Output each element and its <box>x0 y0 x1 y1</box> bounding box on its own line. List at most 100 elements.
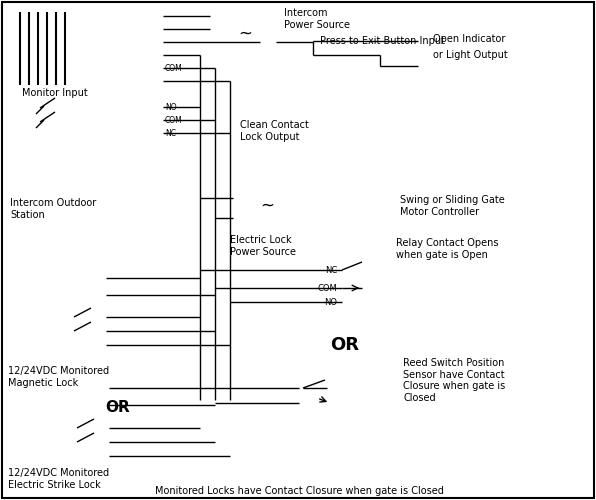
Bar <box>348 358 396 426</box>
Circle shape <box>18 376 26 384</box>
Circle shape <box>126 168 134 175</box>
Text: COM: COM <box>165 64 183 73</box>
Bar <box>75 375 107 417</box>
Text: NC: NC <box>325 266 337 275</box>
Circle shape <box>94 424 101 432</box>
Text: COM: COM <box>165 116 183 125</box>
Circle shape <box>458 106 502 150</box>
Circle shape <box>213 402 218 407</box>
Circle shape <box>197 52 203 58</box>
Circle shape <box>36 132 44 140</box>
Circle shape <box>94 438 101 446</box>
Circle shape <box>311 52 315 58</box>
Circle shape <box>213 292 218 298</box>
Circle shape <box>160 116 166 123</box>
Bar <box>8 5 163 200</box>
Text: NO: NO <box>165 103 176 112</box>
Circle shape <box>311 40 315 44</box>
Text: OR: OR <box>330 336 359 354</box>
Text: Monitored Locks have Contact Closure when gate is Closed: Monitored Locks have Contact Closure whe… <box>155 486 444 496</box>
Text: Open Indicator: Open Indicator <box>433 34 505 44</box>
Text: Monitor Input: Monitor Input <box>22 88 88 98</box>
Circle shape <box>197 426 203 430</box>
Text: OR: OR <box>105 400 130 415</box>
Bar <box>72 265 104 307</box>
Circle shape <box>197 314 203 320</box>
Circle shape <box>126 38 134 46</box>
Circle shape <box>36 118 44 126</box>
Text: Swing or Sliding Gate
Motor Controller: Swing or Sliding Gate Motor Controller <box>400 195 505 216</box>
Circle shape <box>126 130 134 136</box>
Bar <box>20 150 62 168</box>
Text: or Light Output: or Light Output <box>433 50 508 60</box>
Circle shape <box>466 114 494 142</box>
Circle shape <box>229 18 261 50</box>
Circle shape <box>160 26 166 32</box>
Circle shape <box>197 104 203 110</box>
Bar <box>393 173 592 191</box>
Circle shape <box>70 314 77 320</box>
Circle shape <box>213 66 218 70</box>
Circle shape <box>73 452 80 460</box>
Circle shape <box>213 440 218 444</box>
Text: ~: ~ <box>260 197 274 215</box>
Circle shape <box>126 116 134 123</box>
Circle shape <box>160 168 166 175</box>
Circle shape <box>229 194 237 202</box>
Bar <box>295 358 343 426</box>
Circle shape <box>54 104 61 112</box>
Bar <box>30 245 70 360</box>
Circle shape <box>160 12 166 20</box>
Bar <box>36 380 60 448</box>
Circle shape <box>258 38 266 46</box>
Circle shape <box>160 104 166 110</box>
Bar <box>413 16 572 96</box>
Circle shape <box>126 182 134 188</box>
Circle shape <box>70 328 77 334</box>
Circle shape <box>197 386 203 390</box>
Circle shape <box>54 118 61 126</box>
Circle shape <box>70 147 94 171</box>
Text: Relay Contact Opens
when gate is Open: Relay Contact Opens when gate is Open <box>396 238 498 260</box>
Bar <box>36 380 60 448</box>
Circle shape <box>213 328 218 334</box>
Circle shape <box>76 402 82 408</box>
Text: Electric Lock
Power Source: Electric Lock Power Source <box>230 235 296 256</box>
Circle shape <box>73 424 80 432</box>
Circle shape <box>369 245 379 255</box>
Circle shape <box>126 52 134 59</box>
Circle shape <box>326 399 334 407</box>
Circle shape <box>126 78 134 84</box>
Circle shape <box>228 78 232 84</box>
Circle shape <box>228 130 232 136</box>
Circle shape <box>418 61 428 71</box>
Bar <box>210 8 280 60</box>
Circle shape <box>160 156 166 162</box>
Circle shape <box>228 342 232 347</box>
Bar <box>130 10 163 179</box>
Bar <box>20 390 35 430</box>
Circle shape <box>126 104 134 110</box>
Circle shape <box>160 130 166 136</box>
Circle shape <box>73 438 80 446</box>
Circle shape <box>311 52 315 58</box>
Circle shape <box>36 104 44 112</box>
Text: Press to Exit Button Input: Press to Exit Button Input <box>320 36 445 46</box>
Bar <box>268 38 276 46</box>
Circle shape <box>299 384 307 392</box>
Circle shape <box>197 268 203 272</box>
Circle shape <box>197 386 203 390</box>
Circle shape <box>126 12 134 20</box>
Circle shape <box>73 292 79 298</box>
Text: Clean Contact
Lock Output: Clean Contact Lock Output <box>240 120 309 142</box>
Text: NC: NC <box>165 129 176 138</box>
Circle shape <box>76 384 82 392</box>
Text: COM: COM <box>317 284 337 293</box>
Text: Intercom Outdoor
Station: Intercom Outdoor Station <box>10 198 96 220</box>
Circle shape <box>197 196 203 200</box>
Circle shape <box>126 64 134 71</box>
Circle shape <box>160 142 166 150</box>
Text: Reed Switch Position
Sensor have Contact
Closure when gate is
Closed: Reed Switch Position Sensor have Contact… <box>403 358 505 403</box>
Circle shape <box>339 298 346 306</box>
Text: Intercom
Power Source: Intercom Power Source <box>284 8 350 30</box>
